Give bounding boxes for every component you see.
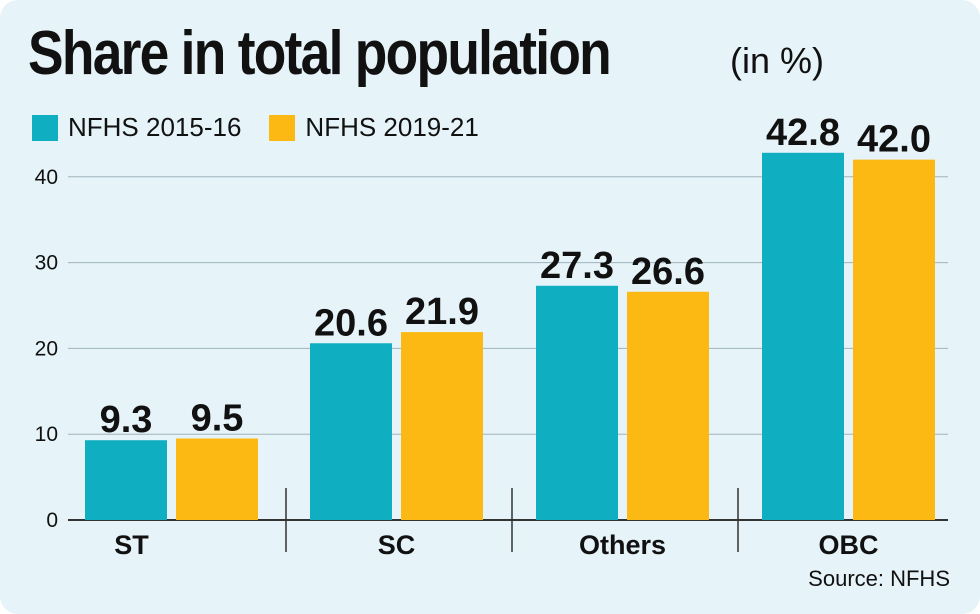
chart-title-text: Share in total population — [28, 19, 612, 88]
legend-label-series-1: NFHS 2015-16 — [68, 112, 242, 142]
data-label-obc-series-2: 42.0 — [857, 119, 931, 161]
y-tick-label-0: 0 — [46, 509, 58, 532]
category-label-st: ST — [114, 530, 149, 560]
bar-obc-series-1 — [762, 152, 844, 520]
legend-label-series-2: NFHS 2019-21 — [305, 112, 479, 142]
data-label-st-series-1: 9.3 — [100, 399, 153, 441]
bar-st-series-1 — [85, 440, 167, 520]
data-label-others-series-2: 26.6 — [631, 251, 705, 293]
data-label-sc-series-2: 21.9 — [405, 291, 479, 333]
bar-others-series-1 — [536, 285, 618, 520]
data-label-others-series-1: 27.3 — [540, 245, 614, 287]
chart-legend: NFHS 2015-16 NFHS 2019-21 — [32, 112, 507, 143]
data-label-sc-series-1: 20.6 — [314, 302, 388, 344]
y-tick-label-10: 10 — [35, 423, 58, 446]
chart-title-unit: (in %) — [730, 40, 825, 81]
bar-obc-series-2 — [853, 159, 935, 520]
bar-others-series-2 — [627, 291, 709, 520]
category-label-others: Others — [579, 530, 666, 560]
y-tick-label-20: 20 — [35, 337, 58, 360]
data-label-st-series-2: 9.5 — [191, 397, 244, 439]
legend-item-series-2: NFHS 2019-21 — [269, 112, 479, 143]
y-tick-label-30: 30 — [35, 252, 58, 275]
category-label-obc: OBC — [819, 530, 879, 560]
y-tick-label-40: 40 — [35, 166, 58, 189]
chart-title: Share in total population (in %) — [28, 18, 824, 89]
legend-swatch-series-1 — [32, 114, 58, 141]
data-label-obc-series-1: 42.8 — [766, 112, 840, 154]
category-label-sc: SC — [378, 530, 416, 560]
bar-sc-series-1 — [310, 343, 392, 520]
bar-st-series-2 — [176, 438, 258, 520]
legend-swatch-series-2 — [269, 114, 296, 141]
legend-item-series-1: NFHS 2015-16 — [32, 112, 241, 143]
source-note: Source: NFHS — [808, 566, 950, 591]
bar-sc-series-2 — [401, 332, 483, 520]
